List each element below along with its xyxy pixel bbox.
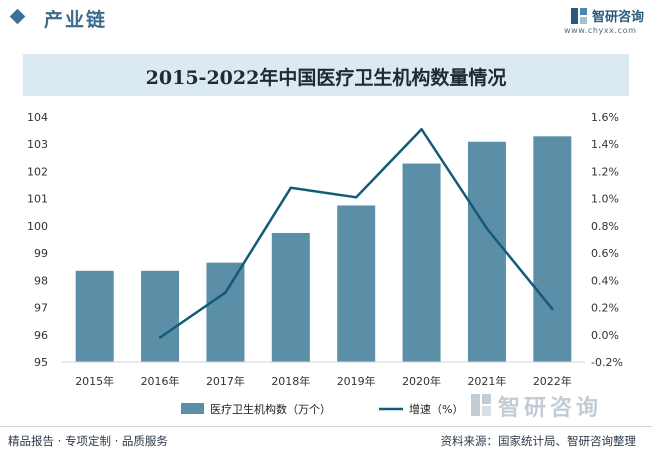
growth-point [551,307,554,311]
title-bar: 2015-2022年中国医疗卫生机构数量情况 [23,54,629,96]
legend-label-bar: 医疗卫生机构数（万个） [210,402,331,416]
y-right-tick-label: 0.4% [591,274,619,287]
bar [206,262,245,362]
bar [271,232,310,362]
brand-watermark-icon [471,394,491,416]
y-left-tick-label: 97 [34,302,48,315]
bar [75,270,114,362]
y-right-tick-label: 1.6% [591,111,619,124]
legend-label-line: 增速（%） [409,402,463,416]
footer-divider [0,426,652,427]
y-left-tick-label: 95 [34,356,48,369]
footer-tagline: 精品报告 · 专项定制 · 品质服务 [8,434,168,448]
y-right-tick-label: 1.4% [591,138,619,151]
brand-logo-icon [571,8,587,24]
bar [337,205,376,362]
y-left-tick-label: 103 [27,138,48,151]
section-label: 产业链 [44,9,108,31]
y-right-tick-label: 0.8% [591,220,619,233]
legend-swatch-bar [181,403,204,414]
y-right-tick-label: 0.2% [591,302,619,315]
y-right-tick-label: 1.2% [591,165,619,178]
y-right-tick-label: 0.6% [591,247,619,260]
y-right-tick-label: 1.0% [591,193,619,206]
x-tick-label: 2019年 [337,374,376,388]
bar [467,141,506,362]
growth-point [420,128,423,131]
brand-name: 智研咨询 [592,10,645,25]
growth-point [354,196,358,199]
y-left-tick-label: 102 [27,165,48,178]
bar [141,270,180,362]
x-tick-label: 2015年 [75,374,114,388]
chart-title: 2015-2022年中国医疗卫生机构数量情况 [145,67,507,89]
y-left-tick-label: 100 [27,220,48,233]
bar [402,163,441,362]
y-left-tick-label: 104 [27,111,48,124]
x-tick-label: 2017年 [206,374,245,388]
header: 产业链 智研咨询 www.chyxx.com [0,0,652,38]
growth-point [224,291,227,294]
x-tick-label: 2021年 [467,374,506,388]
footer-source: 资料来源：国家统计局、智研咨询整理 [440,434,637,448]
x-tick-label: 2018年 [271,374,310,388]
y-left-tick-label: 101 [27,193,48,206]
y-left-tick-label: 98 [34,274,48,287]
growth-point [289,186,293,189]
growth-point [158,336,162,339]
x-tick-label: 2022年 [533,374,572,388]
bar [533,136,572,362]
y-right-tick-label: -0.2% [591,356,623,369]
y-left-tick-label: 99 [34,247,48,260]
y-left-tick-label: 96 [34,329,48,342]
source-brand-text: 智研咨询 [498,396,603,421]
x-tick-label: 2016年 [141,374,180,388]
x-tick-label: 2020年 [402,374,441,388]
y-right-tick-label: 0.0% [591,329,619,342]
brand-url: www.chyxx.com [564,26,637,35]
growth-point [485,227,489,230]
